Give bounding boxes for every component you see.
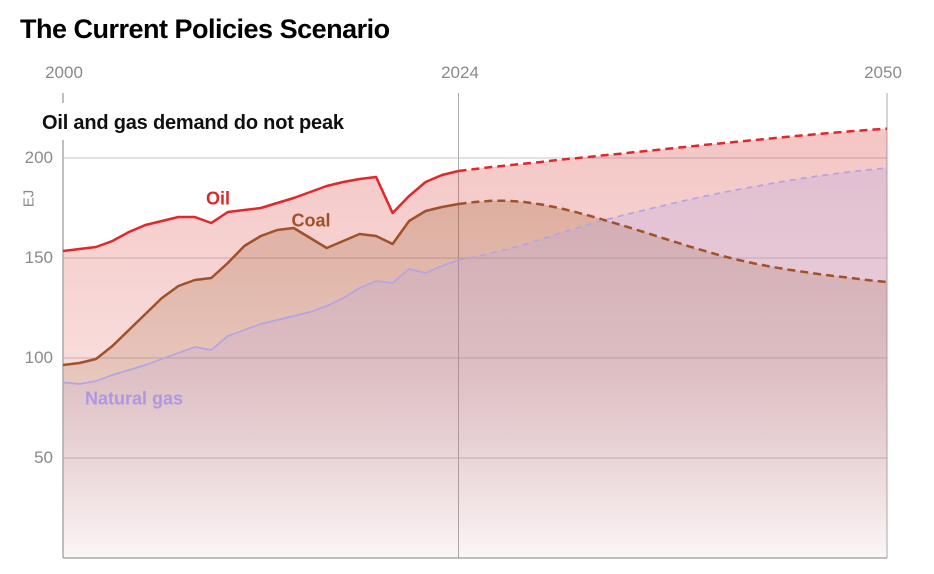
natural-gas-line-historical xyxy=(62,259,459,385)
oil-line-projection xyxy=(458,127,888,173)
chart-subtitle: Oil and gas demand do not peak xyxy=(42,112,344,134)
coal-line-projection xyxy=(458,199,888,284)
x-tick-2024: 2024 xyxy=(441,63,479,82)
oil-series-label: Oil xyxy=(205,188,231,209)
x-tick-2050: 2050 xyxy=(864,63,902,82)
natural-gas-line-projection xyxy=(458,167,888,261)
y-tick-50: 50 xyxy=(34,448,53,467)
natural-gas-series-label: Natural gas xyxy=(84,388,184,409)
y-tick-100: 100 xyxy=(24,348,53,367)
page-title: The Current Policies Scenario xyxy=(20,14,390,44)
coal-series-label: Coal xyxy=(291,210,331,231)
natural-gas-area xyxy=(63,168,887,558)
coal-line-historical xyxy=(62,202,459,367)
oil-line-historical xyxy=(62,169,459,253)
y-tick-150: 150 xyxy=(24,248,53,267)
x-tick-2000: 2000 xyxy=(45,63,83,82)
y-tick-200: 200 xyxy=(24,148,53,167)
axes-lines xyxy=(62,93,887,559)
